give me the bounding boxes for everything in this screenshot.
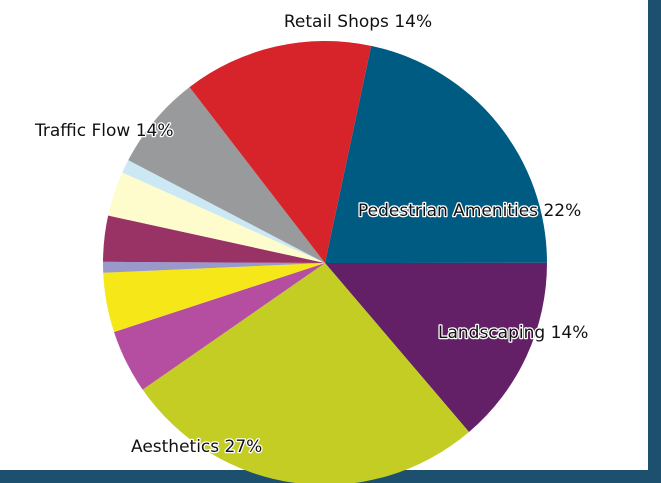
slice-value: 14% [551, 323, 589, 343]
slice-label: Retail Shops 14% [284, 12, 432, 32]
labels: Traffic Flow 14% Pedestrian Amenities 22… [33, 12, 590, 458]
pie-slice [114, 263, 325, 390]
pie-slice [325, 262, 547, 432]
pie-slice [103, 215, 325, 263]
slice-value: 27% [225, 437, 263, 457]
frame-edge [648, 0, 661, 483]
slice-value: 22% [543, 201, 581, 221]
pie-slice [122, 160, 326, 263]
pie-slice [103, 263, 326, 333]
slice-value: 14% [394, 12, 432, 32]
slice-label: Landscaping 14% [438, 323, 588, 343]
pie-slice [108, 172, 325, 263]
slice-name: Aesthetics [131, 437, 219, 457]
slice-name: Pedestrian Amenities [358, 201, 538, 221]
slice-name: Landscaping [438, 323, 545, 343]
pie-slice [189, 41, 372, 263]
pie-slice [325, 45, 547, 264]
pie [103, 41, 547, 483]
pie-slice [103, 261, 325, 273]
slice-name: Retail Shops [284, 12, 389, 32]
slice-label: Pedestrian Amenities 22% [358, 201, 581, 221]
pie-slice [142, 263, 470, 483]
slice-label: Aesthetics 27% [131, 437, 262, 457]
pie-slice [128, 87, 325, 264]
annotation: Traffic Flow 14% [34, 121, 173, 141]
